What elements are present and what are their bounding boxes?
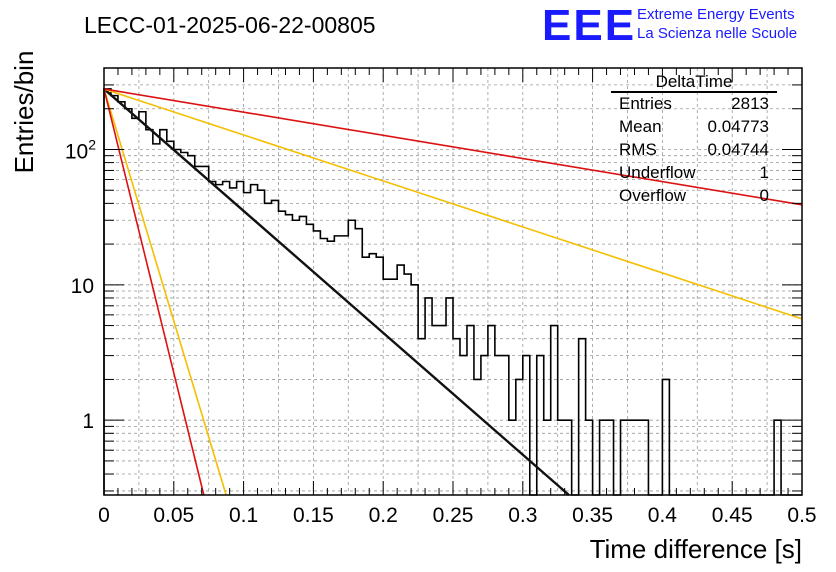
x-tick-label: 0.15 — [293, 504, 334, 527]
stats-rows: Entries 2813 Mean 0.04773 RMS 0.04744 Underflo… — [619, 94, 769, 205]
stats-row-value: 2813 — [731, 94, 769, 113]
eee-logo-line2: La Scienza nelle Scuole — [637, 25, 797, 42]
histogram-bins — [103, 88, 802, 496]
x-axis-label: Time difference [s] — [590, 534, 802, 564]
x-tick-label: 0.35 — [572, 504, 613, 527]
stats-row-value: 1 — [760, 163, 769, 182]
x-tick-label: 0.1 — [229, 504, 258, 527]
eee-logo-line1: Extreme Energy Events — [637, 6, 795, 23]
y-tick-label: 102 — [65, 136, 96, 163]
stats-row-label: Mean — [619, 117, 662, 136]
fit-curves — [103, 88, 803, 496]
eee-logo: EEE Extreme Energy Events La Scienza nel… — [542, 1, 797, 50]
x-tick-label: 0.3 — [508, 504, 537, 527]
run-title: LECC-01-2025-06-22-00805 — [84, 12, 376, 38]
stats-row-label: RMS — [619, 140, 657, 159]
stats-title: DeltaTime — [656, 72, 733, 91]
stats-row-value: 0.04773 — [708, 117, 769, 136]
histogram-outline — [103, 88, 802, 496]
stats-row-label: Underflow — [619, 163, 696, 182]
fit-curve-3 — [103, 88, 227, 496]
stats-row-label: Overflow — [619, 186, 687, 205]
y-tick-label: 10 — [71, 275, 94, 298]
x-tick-label: 0.45 — [712, 504, 753, 527]
x-tick-label: 0 — [98, 504, 110, 527]
fit-curve-1 — [103, 88, 570, 496]
y-tick-label: 1 — [82, 410, 94, 433]
stats-box: DeltaTime Entries 2813 Mean 0.04773 RMS 0.047… — [611, 72, 777, 205]
x-tick-label: 0.25 — [433, 504, 474, 527]
x-tick-label: 0.4 — [648, 504, 678, 527]
y-axis-label: Entries/bin — [9, 51, 39, 174]
x-axis: 0 0.05 0.1 0.15 0.2 0.25 0.3 0.35 0.4 0.45 0.5 — [98, 68, 817, 527]
stats-row-label: Entries — [619, 94, 672, 113]
grid-lines — [104, 68, 802, 495]
stats-row-value: 0 — [760, 186, 769, 205]
eee-logo-text: EEE — [542, 1, 636, 50]
stats-row-value: 0.04744 — [708, 140, 769, 159]
x-tick-label: 0.2 — [369, 504, 398, 527]
x-tick-label: 0.05 — [153, 504, 194, 527]
fit-curve-2 — [103, 88, 803, 320]
fit-curve-4 — [103, 88, 803, 206]
fit-curve-5 — [103, 88, 205, 496]
x-tick-label: 0.5 — [787, 504, 816, 527]
